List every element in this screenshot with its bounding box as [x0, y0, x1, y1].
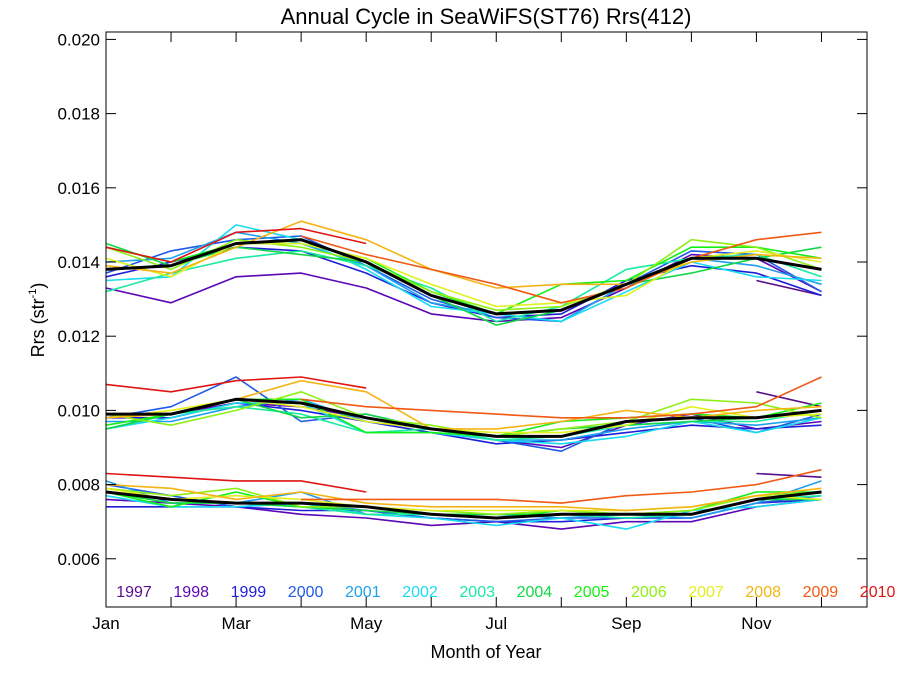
series-line-1998-group-1 [105, 253, 822, 323]
legend-entry-1997: 1997 [116, 584, 152, 601]
legend-entry-2002: 2002 [402, 584, 438, 601]
legend-entry-2003: 2003 [459, 584, 495, 601]
series-line-1997-group-1 [756, 279, 822, 297]
legend-entry-2006: 2006 [631, 584, 667, 601]
series-line-1997-group-3 [756, 472, 822, 478]
mean-line-group-1 [105, 238, 822, 316]
plot-frame [105, 31, 868, 608]
x-tick-label: Jan [92, 614, 119, 633]
y-axis-label-exponent: -1 [27, 289, 39, 299]
y-axis-label-base: Rrs (str [28, 298, 48, 357]
series-line-2006-group-2 [105, 391, 822, 438]
mean-line-group-3 [105, 490, 822, 520]
x-axis-label: Month of Year [430, 642, 541, 662]
chart-title: Annual Cycle in SeaWiFS(ST76) Rrs(412) [281, 4, 692, 29]
series-line-2002-group-3 [105, 494, 822, 530]
legend-entry-2004: 2004 [517, 584, 553, 601]
x-tick-label: Mar [221, 614, 251, 633]
y-tick-label: 0.014 [57, 253, 100, 272]
legend-entry-2008: 2008 [745, 584, 781, 601]
legend-entry-2000: 2000 [288, 584, 324, 601]
series-line-2009-group-1 [300, 231, 822, 304]
series-line-2006-group-3 [105, 487, 822, 516]
series-line-2009-group-2 [301, 376, 822, 419]
y-tick-label: 0.018 [57, 105, 100, 124]
series-line-2002-group-2 [105, 402, 822, 445]
legend-entry-1998: 1998 [173, 584, 209, 601]
mean-line-group-2 [106, 397, 822, 438]
x-tick-label: Sep [611, 614, 641, 633]
legend-entry-2007: 2007 [688, 584, 724, 601]
legend-entry-1999: 1999 [231, 584, 267, 601]
series-line-2010-group-3 [105, 472, 367, 493]
x-axis: Jan Mar May Jul Sep Nov [92, 32, 822, 633]
series-line-2009-group-3 [301, 468, 822, 504]
series-line-2008-group-3 [105, 483, 822, 512]
legend: 1997 1998 1999 2000 2001 2002 2003 2004 2005 2006… [116, 584, 895, 601]
series-line-2004-group-1 [105, 242, 822, 326]
y-tick-label: 0.016 [57, 179, 100, 198]
legend-entry-2009: 2009 [803, 584, 839, 601]
x-tick-label: Nov [741, 614, 772, 633]
series-line-2000-group-2 [105, 376, 822, 452]
series-line-2008-group-1 [105, 220, 822, 289]
series-line-2002-group-1 [105, 224, 822, 323]
series-line-2010-group-2 [105, 376, 367, 393]
y-tick-label: 0.012 [57, 327, 100, 346]
y-axis: 0.006 0.008 0.010 0.012 0.014 0.016 0.018 0.020 [57, 30, 867, 569]
series-line-2010-group-1 [105, 227, 367, 263]
x-tick-label: Jul [485, 614, 507, 633]
legend-entry-2010: 2010 [860, 584, 896, 601]
y-tick-label: 0.006 [57, 550, 100, 569]
series-layer [105, 220, 822, 530]
x-tick-label: May [350, 614, 383, 633]
legend-entry-2005: 2005 [574, 584, 610, 601]
y-tick-label: 0.020 [57, 30, 100, 49]
series-line-2006-group-1 [105, 238, 822, 311]
y-axis-label: Rrs (str-1) [27, 283, 48, 358]
y-tick-label: 0.010 [57, 401, 100, 420]
y-axis-label-end: ) [28, 283, 48, 289]
y-tick-label: 0.008 [57, 476, 100, 495]
series-line-1997-group-2 [756, 391, 822, 408]
legend-entry-2001: 2001 [345, 584, 381, 601]
